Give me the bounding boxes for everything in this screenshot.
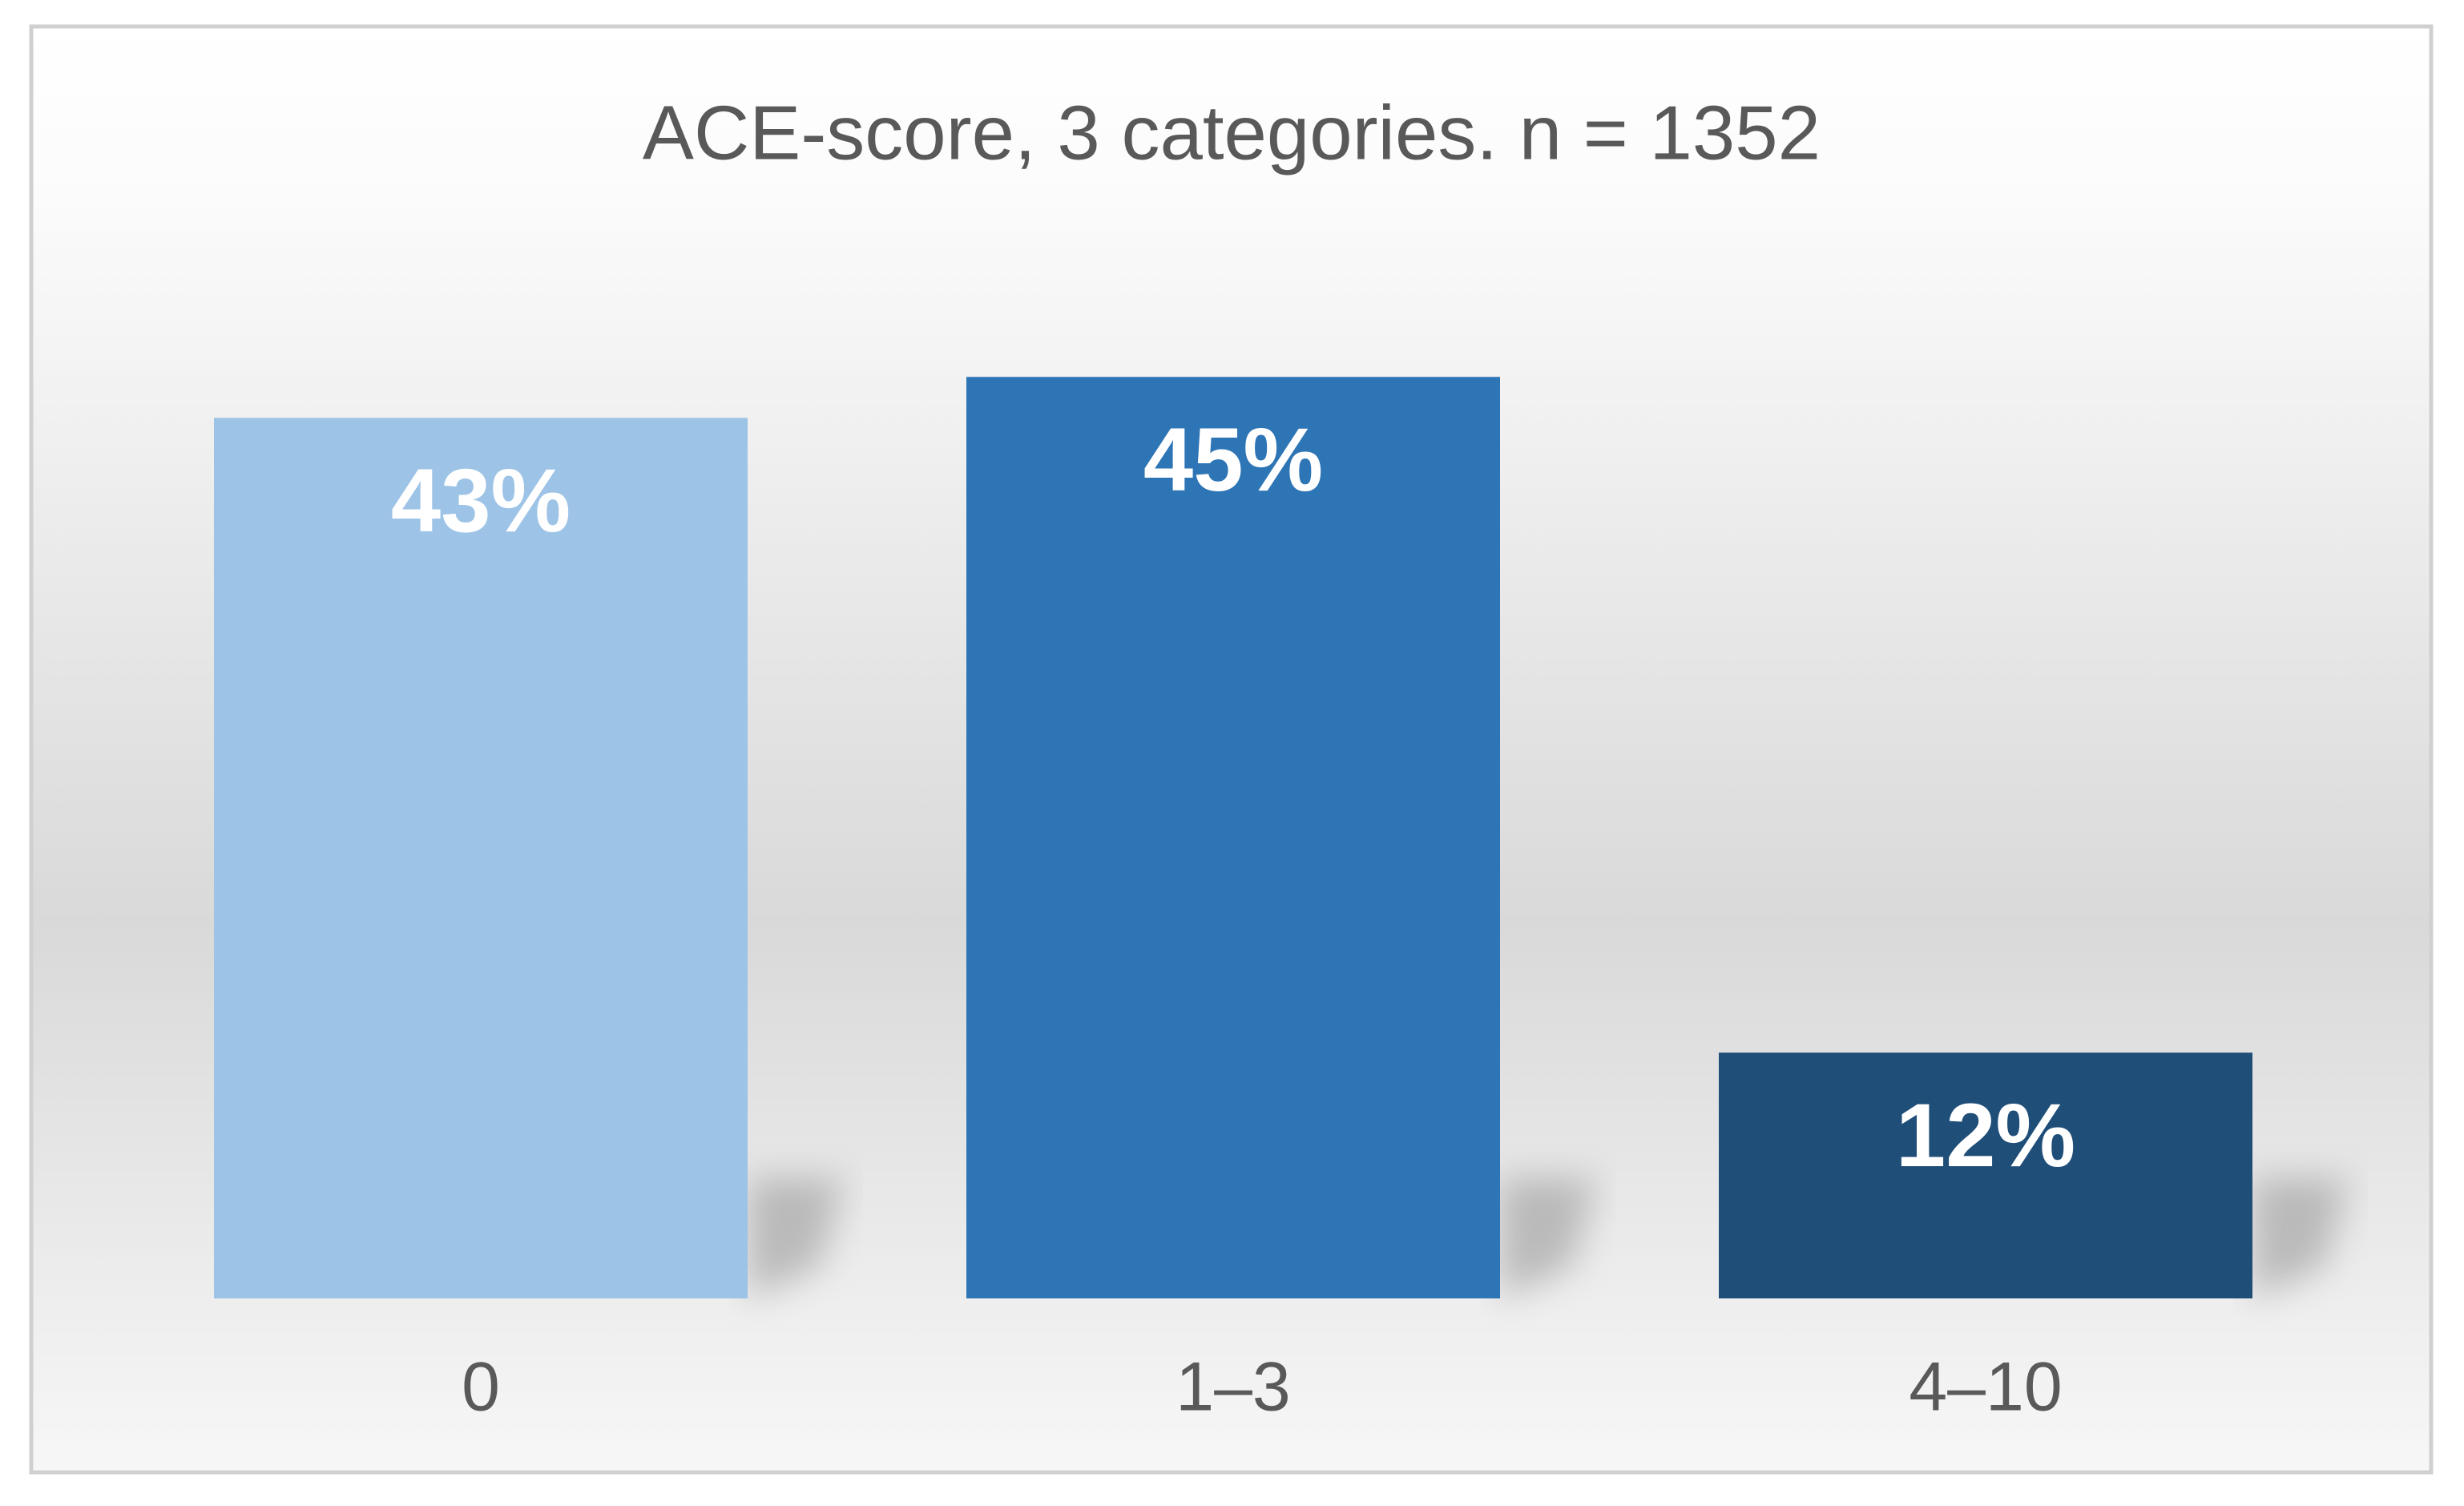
value-label: 43% xyxy=(391,450,571,551)
bar-shadow xyxy=(748,1178,844,1298)
shadows xyxy=(748,1178,2349,1298)
x-tick-label: 1–3 xyxy=(1176,1349,1291,1426)
bar-shadow xyxy=(2252,1178,2349,1298)
value-label: 12% xyxy=(1896,1085,2075,1185)
bar xyxy=(214,418,748,1298)
bar-shadow xyxy=(1500,1178,1596,1298)
bar xyxy=(966,377,1500,1298)
x-tick-label: 4–10 xyxy=(1909,1349,2062,1426)
bar xyxy=(1719,1052,2252,1298)
chart-title: ACE-score, 3 categories. n = 1352 xyxy=(643,90,1821,176)
x-tick-label: 0 xyxy=(462,1349,500,1426)
value-label: 45% xyxy=(1143,410,1323,510)
